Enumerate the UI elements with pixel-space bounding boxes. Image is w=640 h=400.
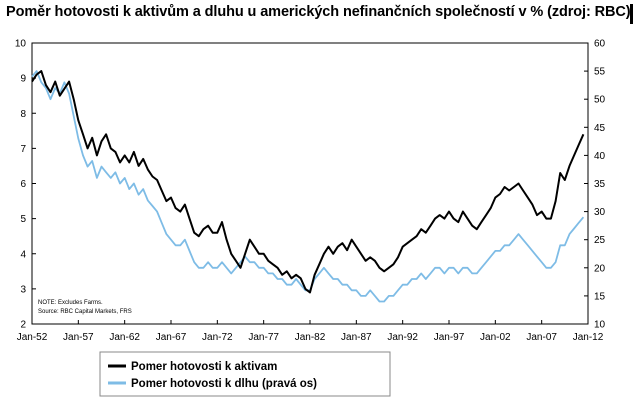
x-tick-label: Jan-02 — [480, 332, 511, 343]
x-tick-label: Jan-57 — [63, 332, 94, 343]
x-tick-label: Jan-82 — [295, 332, 326, 343]
chart-note-line-1: NOTE: Excludes Farms. — [38, 300, 103, 306]
legend-label-cash-to-assets: Pomer hotovosti k aktivam — [131, 361, 277, 373]
x-tick-label: Jan-07 — [526, 332, 557, 343]
y-left-tick-label: 5 — [20, 214, 26, 225]
y-right-tick-label: 15 — [594, 291, 606, 302]
x-axis: Jan-52 Jan-57 Jan-62 Jan-67 Jan-72 Jan-77 Jan-… — [17, 320, 604, 343]
plot-area — [31, 42, 589, 325]
legend: Pomer hotovosti k aktivam Pomer hotovost… — [99, 351, 391, 397]
x-tick-label: Jan-12 — [573, 332, 604, 343]
y-left-tick-label: 9 — [20, 74, 26, 85]
y-right-tick-label: 25 — [594, 235, 606, 246]
y-left-tick-label: 10 — [15, 39, 27, 50]
y-left-tick-label: 8 — [20, 109, 26, 120]
chart-title: Poměr hotovosti k aktivům a dluhu u amer… — [6, 4, 631, 20]
legend-box — [99, 351, 391, 397]
y-left-tick-label: 6 — [20, 179, 26, 190]
x-tick-label: Jan-92 — [387, 332, 418, 343]
y-right-tick-label: 35 — [594, 179, 606, 190]
y-right-tick-label: 60 — [594, 39, 606, 50]
y-right-tick-label: 50 — [594, 95, 606, 106]
chart-note-line-2: Source: RBC Capital Markets, FRS — [38, 309, 132, 315]
y-right-tick-label: 10 — [594, 320, 606, 331]
series-layer — [31, 70, 585, 303]
y-right-tick-label: 30 — [594, 207, 606, 218]
y-axis-right: 10 15 20 25 30 35 40 45 50 55 60 — [584, 39, 606, 331]
x-tick-label: Jan-97 — [434, 332, 465, 343]
x-tick-label: Jan-87 — [341, 332, 372, 343]
x-tick-label: Jan-77 — [248, 332, 279, 343]
y-right-tick-label: 45 — [594, 123, 606, 134]
text-cursor-bar — [630, 4, 633, 24]
y-left-tick-label: 7 — [20, 144, 26, 155]
series-line-cash-to-assets — [31, 70, 585, 294]
y-left-tick-label: 2 — [20, 320, 26, 331]
y-axis-left: 2 3 4 5 6 7 8 9 10 — [15, 39, 36, 331]
x-tick-label: Jan-62 — [109, 332, 140, 343]
x-tick-label: Jan-52 — [17, 332, 48, 343]
y-left-tick-label: 4 — [20, 249, 26, 260]
x-tick-label: Jan-67 — [156, 332, 187, 343]
y-right-tick-label: 20 — [594, 263, 606, 274]
x-tick-label: Jan-72 — [202, 332, 233, 343]
y-right-tick-label: 40 — [594, 151, 606, 162]
y-right-tick-label: 55 — [594, 67, 606, 78]
y-left-tick-label: 3 — [20, 284, 26, 295]
legend-label-cash-to-debt: Pomer hotovosti k dlhu (pravá os) — [131, 378, 317, 390]
